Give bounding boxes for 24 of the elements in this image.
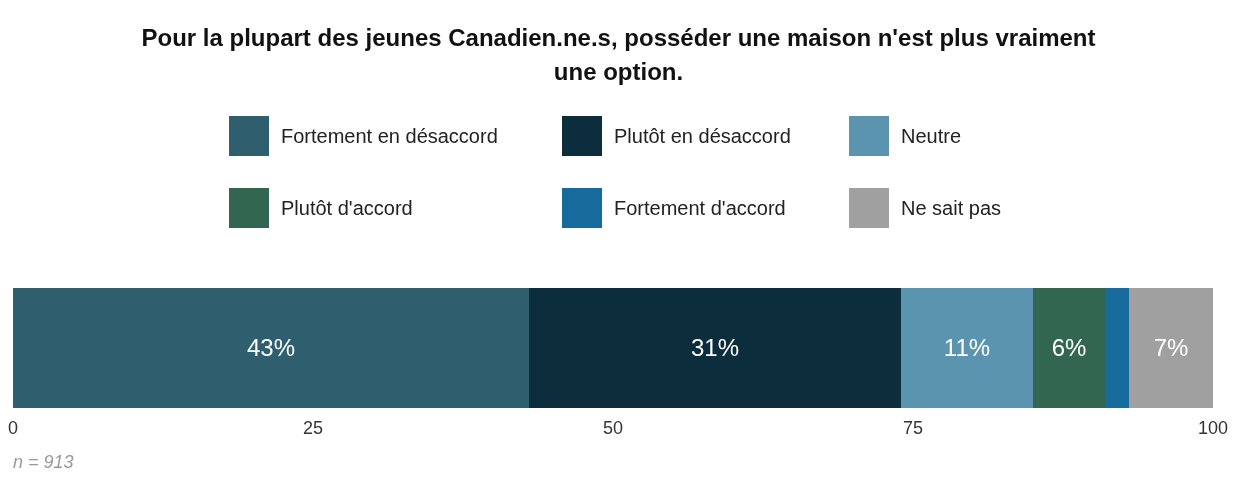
x-tick-label: 75 xyxy=(902,418,924,438)
data-label: 7% xyxy=(1153,334,1189,362)
legend-label: Ne sait pas xyxy=(901,197,1002,219)
legend-label: Plutôt en désaccord xyxy=(614,125,791,147)
bar xyxy=(1105,288,1129,408)
x-tick-label: 25 xyxy=(302,418,324,438)
data-label: 43% xyxy=(246,334,296,362)
bar xyxy=(901,288,1033,408)
bar xyxy=(1033,288,1105,408)
bar xyxy=(529,288,901,408)
legend-label: Fortement d'accord xyxy=(614,197,786,219)
bar xyxy=(1129,288,1213,408)
data-label: 6% xyxy=(1051,334,1087,362)
x-tick-label: 100 xyxy=(1197,418,1229,438)
chart-title: Pour la plupart des jeunes Canadien.ne.s, posséder une maison n'est plus vraiment une option. xyxy=(141,24,1096,85)
x-tick-label: 50 xyxy=(602,418,624,438)
data-label: 11% xyxy=(943,334,991,362)
text: n = 913 xyxy=(13,452,74,472)
legend-label: Plutôt d'accord xyxy=(281,197,413,219)
data-label: 31% xyxy=(690,334,740,362)
legend-label: Fortement en désaccord xyxy=(281,125,498,147)
bar xyxy=(13,288,529,408)
x-tick-label: 0 xyxy=(7,418,19,438)
legend-label: Neutre xyxy=(901,125,962,147)
